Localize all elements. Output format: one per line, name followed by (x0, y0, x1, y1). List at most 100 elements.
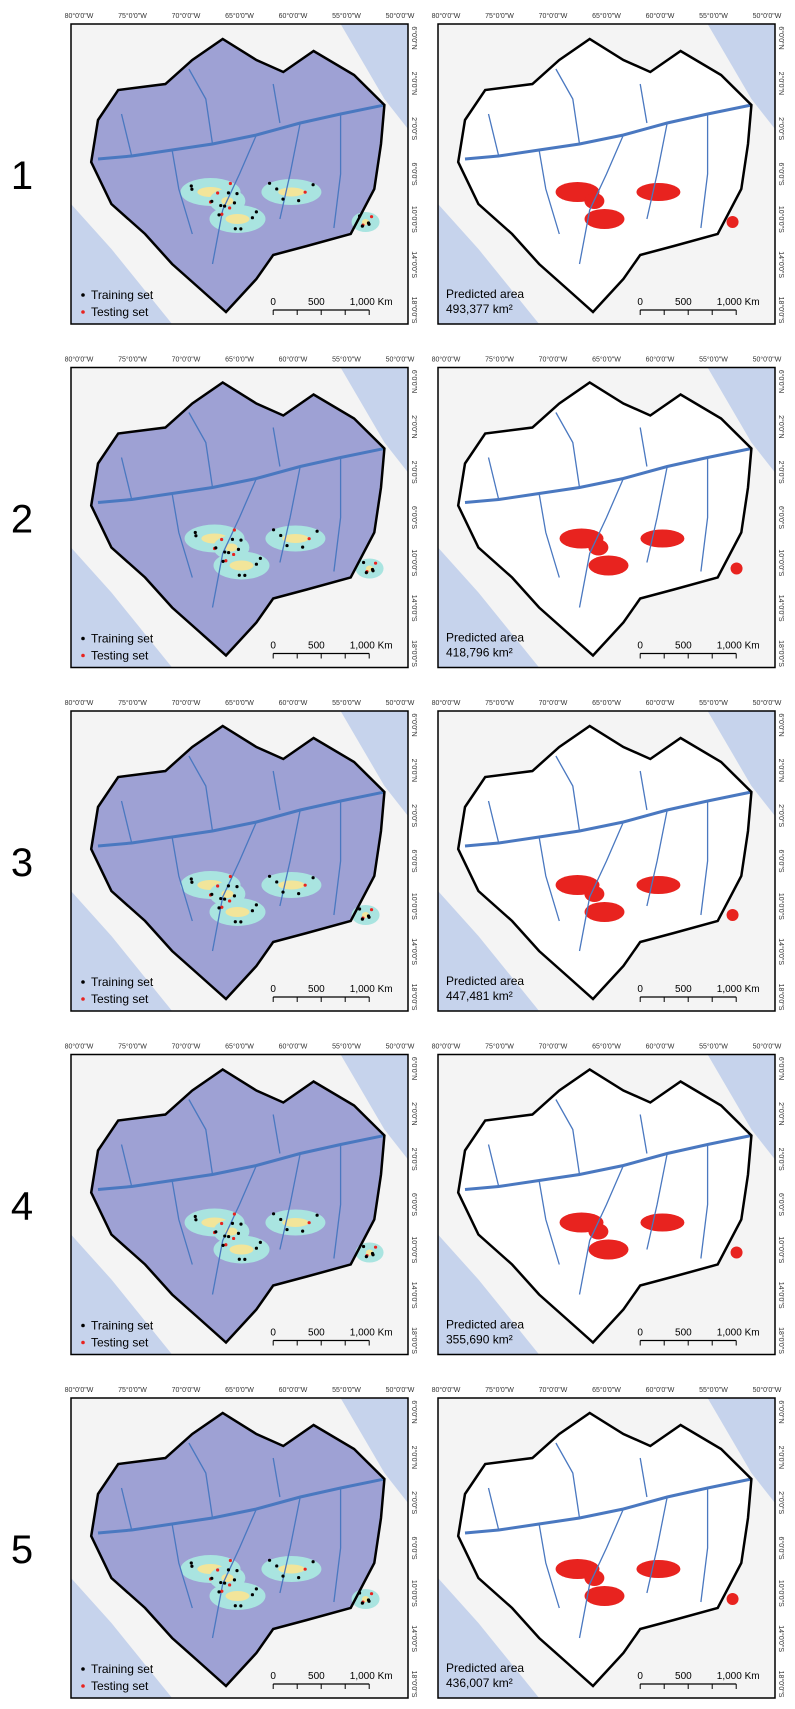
panel-frame (437, 710, 776, 1012)
predicted-area-label: Predicted area (446, 974, 524, 988)
longitude-label: 65°0'0"W (225, 12, 254, 20)
longitude-label: 75°0'0"W (118, 12, 147, 20)
prediction-map: 80°0'0"W 75°0'0"W 70°0'0"W 65°0'0"W 60°0'0"W… (432, 356, 785, 669)
occurrence-point (227, 550, 231, 555)
occurrence-point (193, 530, 197, 535)
river (279, 1153, 301, 1250)
river (578, 478, 624, 608)
scale-label: 1,000 Km (717, 641, 760, 652)
occurrence-point (219, 896, 223, 901)
basin-outline (89, 724, 386, 1001)
longitude-label: 75°0'0"W (485, 356, 514, 364)
latitude-label: 2°0'0"S (410, 117, 418, 140)
basin-outline (456, 37, 753, 314)
occurrence-point (275, 880, 279, 884)
suitability-map: 80°0'0"W 75°0'0"W 70°0'0"W 65°0'0"W 60°0'0"W… (65, 1386, 418, 1699)
occurrence-point (364, 1255, 368, 1259)
scale-label: 500 (308, 1671, 325, 1682)
map-body (71, 367, 408, 668)
river (272, 1114, 281, 1154)
latitude-label: 6°0'0"N (410, 26, 418, 49)
latitude-label: 18°0'0"S (410, 1327, 418, 1354)
occurrence-point (267, 1558, 272, 1562)
longitude-label: 75°0'0"W (485, 1386, 514, 1394)
latitude-label: 6°0'0"S (777, 850, 785, 873)
occurrence-point (285, 1227, 289, 1232)
map-body (71, 711, 408, 1011)
basin-outline (456, 724, 753, 1001)
river (272, 770, 281, 811)
occurrence-point (224, 559, 228, 563)
river (538, 149, 560, 235)
map-body (71, 1054, 408, 1355)
longitude-label: 75°0'0"W (118, 699, 147, 707)
scale-label: 0 (637, 1671, 643, 1682)
river (120, 800, 133, 844)
scale-label: 500 (675, 984, 692, 995)
river (211, 1165, 257, 1295)
scale-label: 1,000 Km (717, 1671, 760, 1682)
river (464, 1134, 752, 1191)
river (464, 1477, 752, 1535)
latitude-label: 2°0'0"N (410, 72, 418, 95)
scale-label: 0 (270, 297, 276, 308)
panel-frame (70, 366, 409, 669)
occurrence-point (232, 894, 237, 898)
longitude-label: 50°0'0"W (753, 699, 782, 707)
occurrence-point (232, 528, 236, 532)
longitude-label: 65°0'0"W (225, 1043, 254, 1051)
occurrence-point (301, 1229, 305, 1233)
latitude-label: 2°0'0"N (777, 1446, 785, 1469)
occurrence-point (223, 550, 227, 554)
occurrence-point (217, 213, 221, 217)
occurrence-point (366, 1598, 371, 1602)
river (188, 755, 214, 832)
occurrence-point (254, 210, 258, 214)
occurrence-point (217, 1590, 221, 1594)
river (333, 801, 342, 916)
map-body (71, 24, 408, 324)
river (555, 412, 581, 488)
longitude-label: 60°0'0"W (646, 12, 675, 20)
occurrence-point (243, 1257, 247, 1261)
ocean (438, 547, 540, 668)
longitude-label: 50°0'0"W (386, 1043, 415, 1051)
river (555, 1099, 581, 1175)
prediction-map: 80°0'0"W 75°0'0"W 70°0'0"W 65°0'0"W 60°0'0"W… (432, 1386, 785, 1699)
river (211, 478, 257, 608)
predicted-patch (584, 902, 625, 922)
latitude-label: 14°0'0"S (777, 1282, 785, 1309)
occurrence-point (194, 1218, 198, 1222)
longitude-label: 75°0'0"W (118, 1043, 147, 1051)
scale-label: 0 (270, 1328, 276, 1339)
predicted-area-value: 447,481 km² (446, 989, 513, 1003)
latitude-label: 10°0'0"S (410, 1580, 418, 1607)
suitability-core (225, 1591, 250, 1601)
river (272, 1457, 281, 1498)
occurrence-point (233, 227, 237, 231)
basin-outline (89, 1411, 386, 1688)
occurrence-point (267, 874, 272, 878)
longitude-label: 50°0'0"W (386, 356, 415, 364)
legend-testing: Testing set (91, 649, 149, 663)
predicted-area-value: 418,796 km² (446, 646, 513, 660)
legend-marker (81, 293, 85, 297)
latitude-label: 2°0'0"S (777, 1491, 785, 1514)
predicted-area-label: Predicted area (446, 631, 524, 645)
ocean (707, 367, 775, 473)
latitude-label: 18°0'0"S (777, 297, 785, 324)
longitude-label: 80°0'0"W (65, 1386, 94, 1394)
occurrence-point (281, 1574, 285, 1578)
ocean (438, 204, 540, 324)
latitude-label: 14°0'0"S (777, 1625, 785, 1652)
latitude-label: 10°0'0"S (410, 1236, 418, 1263)
latitude-label: 14°0'0"S (410, 1282, 418, 1309)
occurrence-point (239, 920, 243, 924)
latitude-label: 6°0'0"N (777, 1057, 785, 1080)
longitude-label: 75°0'0"W (118, 356, 147, 364)
suitability-map: 80°0'0"W 75°0'0"W 70°0'0"W 65°0'0"W 60°0'0"W… (65, 1043, 418, 1356)
predicted-patch (730, 1246, 743, 1259)
river (171, 1180, 193, 1265)
panel-frame (70, 1397, 409, 1699)
longitude-label: 50°0'0"W (386, 699, 415, 707)
